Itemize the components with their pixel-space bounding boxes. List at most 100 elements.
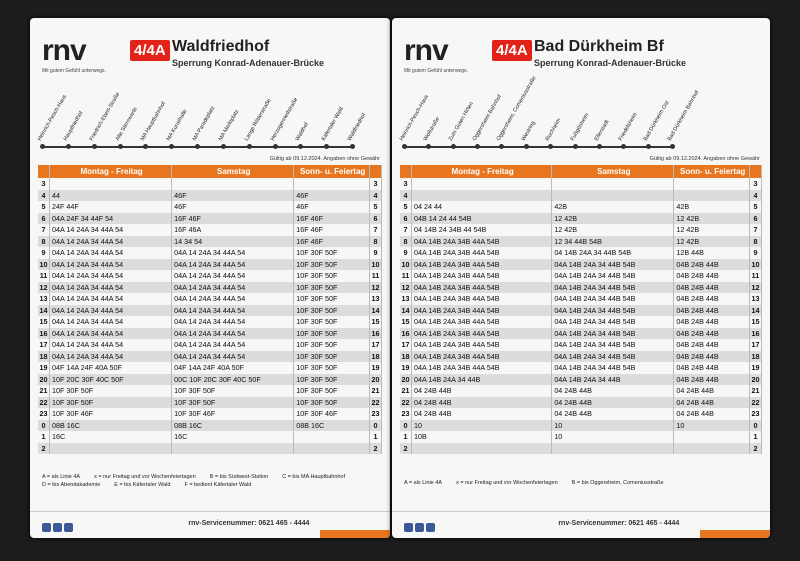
- stop-dot: [645, 144, 651, 149]
- hour: 0: [370, 419, 382, 431]
- tagline: Mit gutem Gefühl unterwegs.: [404, 68, 468, 74]
- hour: 22: [400, 396, 412, 408]
- stop-dot: [596, 144, 602, 149]
- stripe: [320, 530, 390, 538]
- hour: 21: [370, 385, 382, 397]
- schedule-table: Montag - Freitag Samstag Sonn- u. Feiertag…: [38, 165, 382, 454]
- departures: 04A 14B 24A 34B 44A 54B: [412, 258, 553, 270]
- footnote: B = bis Südwest-Station: [209, 474, 269, 480]
- departures: 04A 14B 24A 34B 44A 54B: [412, 339, 553, 351]
- hour: 11: [750, 270, 762, 282]
- footnote: x = nur Freitag und vor Wochenfeiertagen: [94, 474, 196, 480]
- departures: 10F 30F 50F: [294, 270, 370, 282]
- hour-row: 19 04F 14A 24F 40A 50F 04F 14A 24F 40A 50F…: [38, 362, 382, 374]
- table-header: Montag - Freitag Samstag Sonn- u. Feiertag: [38, 165, 382, 178]
- departures: [50, 442, 173, 454]
- hour: 0: [750, 419, 762, 431]
- stop-name: Oggersheim, Comeniusstraße: [496, 75, 539, 142]
- stop-dot: [169, 144, 175, 149]
- departures: 16F 46F: [294, 224, 370, 236]
- departures: 12B 44B: [674, 247, 750, 259]
- hour: 1: [750, 431, 762, 443]
- departures: 04A 14B 24A 34 44B 54B: [552, 293, 675, 305]
- hour: 1: [400, 431, 412, 443]
- hour-row: 23 10F 30F 46F 10F 30F 46F 10F 30F 46F 23: [38, 408, 382, 420]
- departures: 10F 30F 50F: [294, 304, 370, 316]
- departures: 10F 30F 50F: [50, 396, 173, 408]
- stop-name: Herzogenriedstraße: [269, 96, 299, 142]
- hour: 14: [750, 304, 762, 316]
- departures: 10F 30F 50F: [172, 385, 295, 397]
- departures: 04A 14B 24A 34 44B 54B: [552, 362, 675, 374]
- departures: 10F 30F 50F: [294, 327, 370, 339]
- departures: 04A 14B 24A 34B 44A 54B: [412, 281, 553, 293]
- day-header: Sonn- u. Feiertag: [294, 165, 370, 178]
- service-number: rnv-Servicenummer: 0621 465 - 4444: [188, 520, 310, 527]
- cell: [370, 165, 382, 178]
- stop-name: Bad Dürkheim Ost: [642, 100, 671, 142]
- social-icons: [404, 519, 437, 537]
- departures: 04 24 44: [412, 201, 553, 213]
- departures: 04A 14B 24A 34 44B 54B: [552, 339, 675, 351]
- departures: 04A 14 24A 34 44A 54: [50, 281, 173, 293]
- departures: 04 24B 44B: [412, 396, 553, 408]
- stop-dot: [195, 144, 200, 149]
- departures: 00C 10F 20C 30F 40C 50F: [172, 373, 295, 385]
- hour: 2: [370, 442, 382, 454]
- schedule-table: Montag - Freitag Samstag Sonn- u. Feiertag…: [400, 165, 762, 454]
- departures: 04A 14 24A 34 44A 54: [172, 316, 295, 328]
- hour-row: 8 04A 14B 24A 34B 44A 54B 12 34 44B 54B 12 …: [400, 235, 762, 247]
- hour: 15: [38, 316, 50, 328]
- stop-dot: [426, 144, 432, 149]
- departures: 04 24B 44B: [552, 396, 675, 408]
- departures: 12 42B: [674, 235, 750, 247]
- departures: 04A 14 24A 34 44A 54: [50, 316, 173, 328]
- hour: 21: [38, 385, 50, 397]
- stop-name: Alte Sternwarte: [114, 106, 139, 142]
- departures: 04A 14B 24A 34B 44A 54B: [412, 235, 553, 247]
- hour: 6: [750, 212, 762, 224]
- departures: [552, 189, 675, 201]
- departures: 04A 14 24A 34 44A 54: [50, 258, 173, 270]
- stop-dot: [499, 144, 505, 149]
- hour: 20: [370, 373, 382, 385]
- hour-row: 9 04A 14 24A 34 44A 54 04A 14 24A 34 44A 5…: [38, 247, 382, 259]
- stop-dot: [272, 144, 278, 149]
- hour-row: 14 04A 14 24A 34 44A 54 04A 14 24A 34 44A …: [38, 304, 382, 316]
- departures: 04 24B 44B: [674, 408, 750, 420]
- hour: 18: [38, 350, 50, 362]
- departures: 04A 14B 24A 34B 44A 54B: [412, 327, 553, 339]
- stop-name: Ruchheim: [544, 117, 563, 142]
- departures: 44: [50, 189, 173, 201]
- hour-row: 23 04 24B 44B 04 24B 44B 04 24B 44B 23: [400, 408, 762, 420]
- hour: 5: [370, 201, 382, 213]
- destination: Bad Dürkheim Bf: [534, 38, 664, 55]
- departures: 04F 14A 24F 40A 50F: [172, 362, 295, 374]
- route-line: Heinrich-Pesch-Haus Wollstraße Zum Guten H…: [399, 75, 700, 149]
- day-header: Montag - Freitag: [412, 165, 553, 178]
- hour: 10: [38, 258, 50, 270]
- stop-dot: [450, 144, 456, 149]
- departures: 12 42B: [674, 224, 750, 236]
- hour: 8: [370, 235, 382, 247]
- hour: 23: [38, 408, 50, 420]
- departures: 04A 14B 24A 34 44B 54B: [552, 270, 675, 282]
- hour: 12: [400, 281, 412, 293]
- hour-row: 19 04A 14B 24A 34B 44A 54B 04A 14B 24A 34 …: [400, 362, 762, 374]
- departures: 04A 14 24A 34 44A 54: [172, 258, 295, 270]
- stop-name: Fußgönheim: [569, 112, 590, 142]
- hour: 4: [370, 189, 382, 201]
- departures: 04 24B 44B: [412, 408, 553, 420]
- departures: [412, 178, 553, 190]
- footnotes: A = als Linie 4A x = nur Freitag und vor …: [42, 474, 378, 488]
- departures: [294, 178, 370, 190]
- footnote: B = bis Oggersheim, Comeniusstraße: [571, 480, 664, 486]
- departures: [294, 442, 370, 454]
- departures: 04A 14 24A 34 44A 54: [172, 270, 295, 282]
- hour-row: 20 04A 14B 24A 34 44B 04A 14B 24A 34 44B 04…: [400, 373, 762, 385]
- hour: 9: [370, 247, 382, 259]
- departures: 04A 14 24A 34 44A 54: [172, 339, 295, 351]
- cell: [38, 165, 50, 178]
- departures: 10F 30F 50F: [294, 258, 370, 270]
- departures: 04A 14 24A 34 44A 54: [172, 293, 295, 305]
